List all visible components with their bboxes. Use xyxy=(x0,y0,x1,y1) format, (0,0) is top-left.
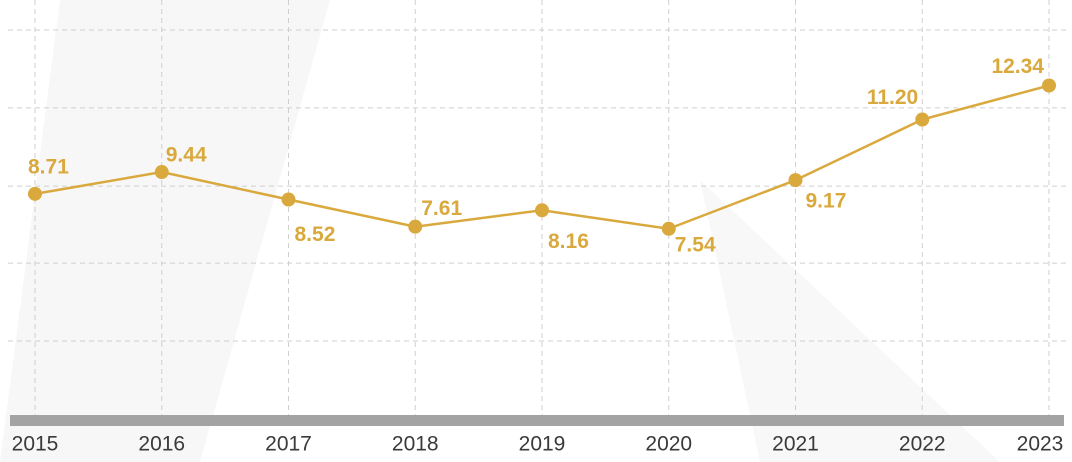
point xyxy=(1042,78,1056,93)
data-label: 7.54 xyxy=(675,233,716,256)
x-tick-label: 2020 xyxy=(645,433,692,456)
point xyxy=(661,221,676,236)
x-axis-band xyxy=(10,415,1064,426)
background-shape xyxy=(0,0,330,462)
data-label: 8.16 xyxy=(548,230,589,253)
data-label: 9.44 xyxy=(166,144,207,167)
point xyxy=(408,219,423,234)
data-label: 9.17 xyxy=(806,190,847,213)
x-tick-label: 2016 xyxy=(138,433,185,456)
x-tick-label: 2021 xyxy=(772,433,819,456)
x-tick-label: 2023 xyxy=(1017,433,1064,456)
x-tick-label: 2017 xyxy=(265,433,312,456)
x-tick-label: 2022 xyxy=(899,433,946,456)
data-label: 12.34 xyxy=(991,55,1044,78)
x-tick-label: 2015 xyxy=(12,433,59,456)
point xyxy=(28,186,42,201)
point xyxy=(281,192,296,207)
data-label: 7.61 xyxy=(421,197,462,220)
point xyxy=(788,173,803,188)
background-shape xyxy=(700,180,1000,462)
point xyxy=(535,203,549,218)
x-tick-label: 2018 xyxy=(392,433,439,456)
data-label: 8.71 xyxy=(28,155,69,178)
point xyxy=(154,165,169,180)
x-tick-label: 2019 xyxy=(519,433,566,456)
data-label: 11.20 xyxy=(867,86,918,109)
point xyxy=(915,112,930,127)
data-label: 8.52 xyxy=(295,223,336,246)
